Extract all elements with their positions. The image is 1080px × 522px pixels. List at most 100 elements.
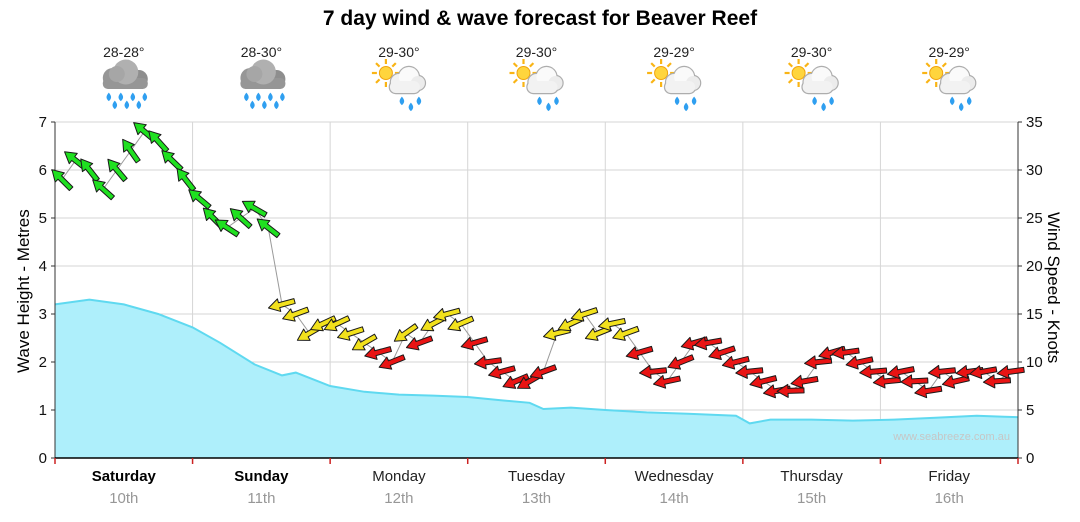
wind-arrow xyxy=(927,364,956,379)
temp-range: 29-29° xyxy=(653,44,695,60)
wind-tick-label: 30 xyxy=(1026,162,1043,179)
wind-arrow xyxy=(653,374,681,389)
wind-arrow xyxy=(900,374,929,389)
day-date: 10th xyxy=(109,490,139,507)
wind-tick-label: 25 xyxy=(1026,210,1043,227)
wave-tick-label: 5 xyxy=(39,210,47,227)
wave-tick-label: 6 xyxy=(39,162,47,179)
sun-shower-icon xyxy=(784,59,839,112)
wind-arrow xyxy=(214,219,240,238)
day-name: Monday xyxy=(372,468,426,485)
wind-arrow xyxy=(625,345,654,360)
wave-tick-label: 4 xyxy=(39,258,47,275)
wind-arrow xyxy=(721,355,750,370)
rain-cloud-icon xyxy=(102,59,148,110)
wind-arrow xyxy=(914,384,943,399)
wind-arrow xyxy=(529,364,557,380)
wind-arrow xyxy=(336,326,365,341)
wave-tick-label: 1 xyxy=(39,402,47,419)
wind-arrow xyxy=(161,150,184,172)
wind-arrow xyxy=(256,218,281,239)
sun-shower-icon xyxy=(371,59,427,112)
sun-shower-icon xyxy=(509,59,564,112)
day-name: Saturday xyxy=(91,468,156,485)
wind-arrow xyxy=(667,354,695,370)
wind-arrow xyxy=(790,374,819,389)
wind-tick-label: 35 xyxy=(1026,114,1043,131)
wind-arrow xyxy=(447,315,475,332)
wind-arrow xyxy=(473,355,503,370)
wave-tick-label: 3 xyxy=(39,306,47,323)
wind-arrow xyxy=(845,355,874,370)
wind-arrow xyxy=(364,346,393,360)
wind-arrow xyxy=(122,138,141,164)
wind-arrow xyxy=(969,365,998,380)
day-name: Sunday xyxy=(234,468,289,485)
day-date: 15th xyxy=(796,490,827,507)
day-name: Tuesday xyxy=(508,468,565,485)
day-name: Thursday xyxy=(780,468,843,485)
wind-arrow xyxy=(859,364,888,379)
axes: 0 1 2 3 4 5 6 7 0 5 10 15 20 25 30 35 xyxy=(39,114,1043,467)
wind-tick-label: 0 xyxy=(1026,450,1034,467)
wind-arrow xyxy=(749,375,778,389)
wind-arrow xyxy=(996,365,1025,379)
wind-arrow xyxy=(310,315,337,332)
wind-tick-label: 5 xyxy=(1026,402,1034,419)
watermark: www.seabreeze.com.au xyxy=(893,431,1010,443)
temp-range: 29-30° xyxy=(378,44,420,60)
temp-range: 28-28° xyxy=(103,44,145,60)
day-date: 16th xyxy=(934,490,964,507)
temp-range: 28-30° xyxy=(240,44,283,60)
wind-arrow xyxy=(378,354,406,370)
wave-tick-label: 7 xyxy=(39,114,47,131)
wind-tick-label: 10 xyxy=(1026,354,1043,371)
wind-arrow xyxy=(176,168,197,192)
wind-arrow xyxy=(460,336,489,351)
wind-arrow xyxy=(831,345,860,360)
wind-arrow xyxy=(92,179,115,201)
wind-arrow xyxy=(107,158,128,183)
wind-arrow xyxy=(708,345,736,361)
wave-tick-label: 2 xyxy=(39,354,47,371)
chart-title: 7 day wind & wave forecast for Beaver Re… xyxy=(322,7,758,30)
wind-arrow xyxy=(80,158,100,183)
wind-arrow xyxy=(241,200,268,218)
wind-arrow xyxy=(570,307,599,322)
wind-tick-label: 15 xyxy=(1026,306,1043,323)
day-date: 14th xyxy=(659,490,689,507)
wave-tick-label: 0 xyxy=(39,450,47,467)
wind-arrow xyxy=(694,336,723,351)
wind-arrow xyxy=(393,323,419,342)
temp-range: 29-30° xyxy=(790,44,833,60)
wave-area xyxy=(55,299,1018,458)
wind-arrow xyxy=(351,333,378,351)
wind-arrow xyxy=(282,306,310,322)
wind-arrow xyxy=(886,365,915,380)
wind-arrow xyxy=(488,365,516,380)
rain-cloud-icon xyxy=(240,59,286,110)
wind-arrow xyxy=(433,307,461,322)
wind-arrow xyxy=(598,317,626,332)
wind-arrow xyxy=(735,364,764,379)
sun-shower-icon xyxy=(647,59,702,112)
wind-arrow xyxy=(638,364,668,379)
wind-arrow xyxy=(267,298,296,312)
wind-arrow xyxy=(188,189,212,210)
temp-range: 29-30° xyxy=(515,44,558,60)
day-date: 11th xyxy=(247,490,276,507)
temp-range: 29-29° xyxy=(928,44,970,60)
wind-arrow xyxy=(502,373,530,389)
day-name: Wednesday xyxy=(634,468,714,485)
wind-arrow xyxy=(323,315,351,332)
wind-arrow xyxy=(51,169,74,192)
sun-shower-icon xyxy=(922,59,977,112)
wind-tick-label: 20 xyxy=(1026,258,1043,275)
day-date: 12th xyxy=(384,490,414,507)
day-name: Friday xyxy=(928,468,971,485)
day-date: 13th xyxy=(521,490,552,507)
wind-arrow xyxy=(148,130,170,154)
wind-arrow xyxy=(612,325,640,341)
